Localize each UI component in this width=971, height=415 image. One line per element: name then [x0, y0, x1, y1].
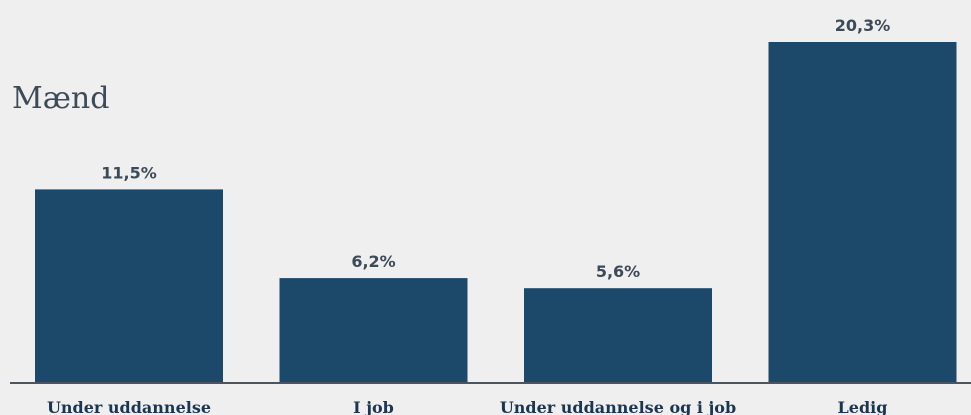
data-label-2: 6,2% [351, 252, 395, 271]
category-labels-group: Under uddannelse I job Under uddannelse og… [47, 398, 887, 415]
category-label-4: Ledig [838, 398, 888, 415]
chart-title: Mænd [12, 81, 109, 116]
category-label-3: Under uddannelse og i job [500, 398, 736, 415]
bar-4 [768, 42, 957, 382]
bar-2 [279, 278, 468, 382]
category-label-2: I job [353, 398, 394, 415]
data-label-4: 20,3% [835, 16, 891, 35]
category-label-1: Under uddannelse [47, 398, 211, 415]
bar-3 [524, 288, 712, 382]
data-label-3: 5,6% [596, 262, 640, 281]
bar-1 [35, 189, 223, 382]
data-label-1: 11,5% [101, 163, 157, 182]
bars-group [35, 42, 957, 382]
data-labels-group: 11,5% 6,2% 5,6% 20,3% [101, 16, 890, 281]
